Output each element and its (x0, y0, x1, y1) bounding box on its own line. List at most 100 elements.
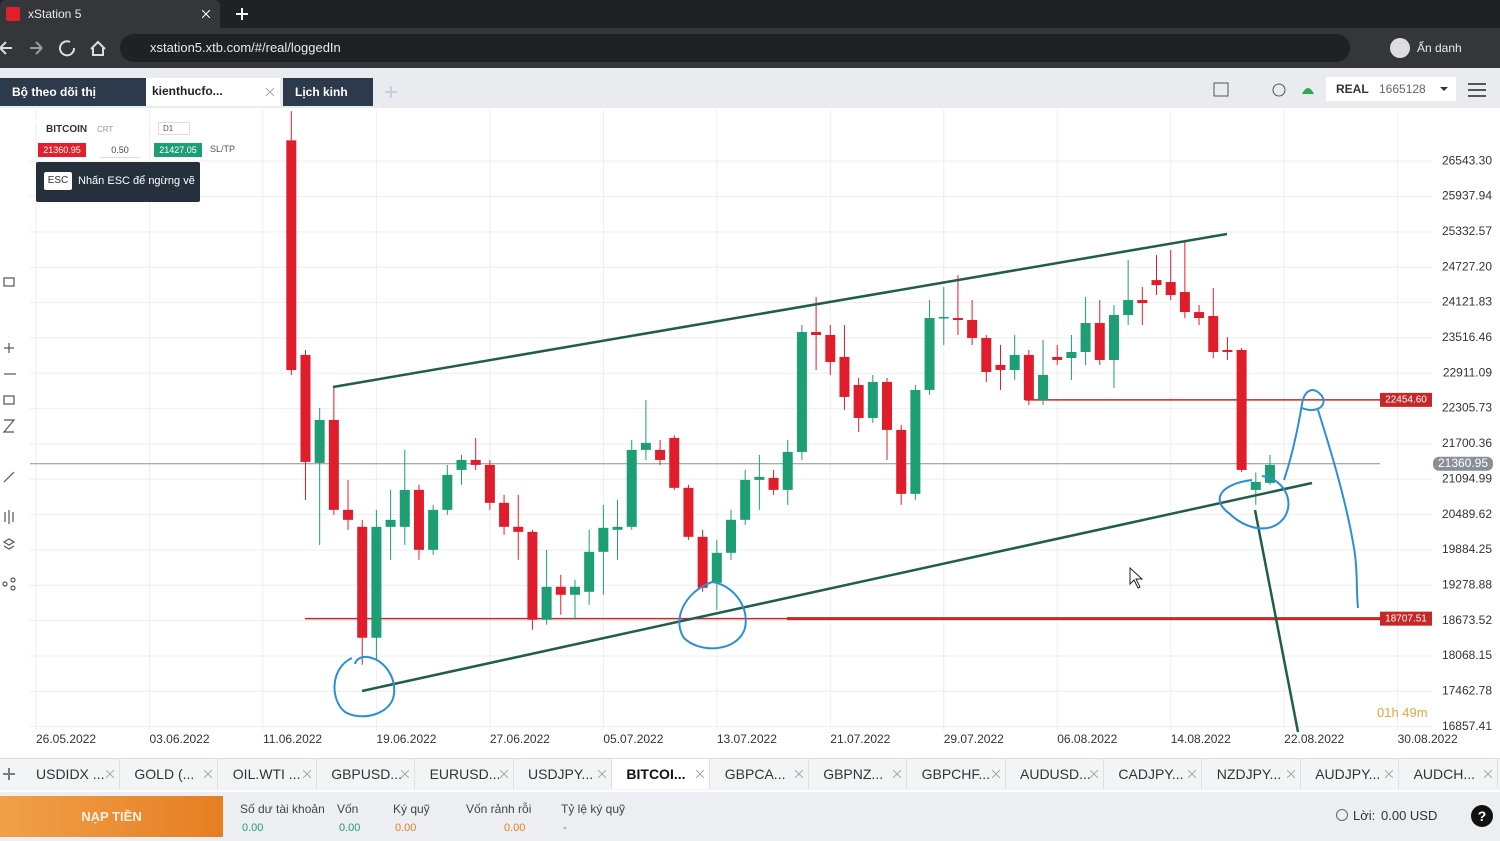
home[interactable] (90, 40, 106, 56)
close-tab[interactable] (204, 770, 213, 778)
x-tick-label: 05.07.2022 (603, 732, 663, 746)
close-tab[interactable] (1188, 770, 1197, 778)
tool-icon[interactable] (3, 471, 15, 483)
app-tab[interactable]: Lịch kinh tế (283, 78, 373, 127)
buy-price[interactable]: 21427.05 (154, 143, 202, 157)
nav-buttons[interactable] (0, 36, 110, 60)
symbol-tab[interactable]: GBPCA... (711, 759, 809, 789)
y-tick-label: 24121.83 (1442, 295, 1492, 309)
candle-timer: 01h 49m (1377, 705, 1428, 720)
symbol-tab[interactable]: NZDJPY... (1203, 759, 1301, 789)
account-mode: REAL (1336, 82, 1369, 96)
x-tick-label: 11.06.2022 (263, 732, 322, 746)
candle-body (598, 527, 609, 552)
drawing-toolbar[interactable] (2, 277, 16, 591)
tool-icon[interactable] (3, 395, 15, 405)
icon[interactable] (1213, 82, 1229, 97)
close-tab[interactable] (991, 770, 1000, 778)
tool-icon[interactable] (3, 277, 15, 287)
y-tick-label: 25332.57 (1442, 224, 1492, 238)
symbol-tab[interactable]: OIL.WTI ... (219, 759, 317, 789)
add-symbol[interactable] (1, 766, 17, 782)
profile-label[interactable]: Ẩn danh (1417, 41, 1462, 55)
timeframe[interactable]: D1 (158, 122, 190, 135)
close-tab[interactable] (302, 770, 311, 778)
forward[interactable] (30, 41, 43, 55)
browser-tab[interactable]: xStation 5 (0, 0, 220, 28)
symbol-tab[interactable]: BITCOI... (612, 759, 711, 789)
volume[interactable]: 0.50 (100, 143, 140, 158)
symbol-tab[interactable]: EURUSD... (416, 759, 514, 789)
close-tab[interactable] (1090, 770, 1098, 778)
close-tab[interactable] (106, 770, 114, 778)
tool-icon[interactable] (10, 585, 16, 591)
candle-body (399, 489, 410, 527)
field-value: 0.00 (339, 822, 361, 834)
symbol-tab[interactable]: USDIDX ... (22, 759, 120, 789)
close-tab[interactable] (1385, 770, 1394, 778)
trend-line-upper (332, 232, 1228, 389)
sl-tp[interactable]: SL/TP (210, 144, 236, 154)
candle-body (796, 332, 807, 452)
account-selector[interactable]: REAL 1665128 (1326, 77, 1456, 101)
candle-body (640, 442, 651, 450)
candle-body (910, 389, 921, 494)
close-tab[interactable] (1286, 770, 1295, 778)
new-tab[interactable] (234, 6, 250, 22)
symbol-tab[interactable]: GBPCHF... (908, 759, 1006, 789)
close-tab[interactable] (401, 770, 410, 778)
tool-icon[interactable] (10, 577, 16, 583)
candle-body (371, 526, 382, 638)
symbol-tab[interactable]: AUDCH... (1400, 759, 1498, 789)
field-value: 0.00 (504, 822, 526, 834)
tool-icon[interactable] (2, 419, 16, 433)
omnibox[interactable]: xstation5.xtb.com/#/real/loggedIn (120, 34, 1350, 62)
tool-icon[interactable] (2, 581, 8, 587)
symbol-tab[interactable]: GBPNZ... (809, 759, 908, 789)
reload[interactable] (59, 40, 76, 57)
candle-body (711, 552, 722, 583)
symbol-tab[interactable]: CADJPY... (1104, 759, 1203, 789)
sell-price[interactable]: 21360.95 (38, 143, 86, 157)
symbol-tab[interactable]: AUDJPY... (1301, 759, 1400, 789)
app-tab[interactable]: Bộ theo dõi thị trường (0, 78, 146, 127)
tool-icon[interactable] (2, 538, 16, 550)
back[interactable] (0, 41, 12, 55)
candle-body (513, 526, 524, 532)
url: xstation5.xtb.com/#/real/loggedIn (150, 40, 341, 55)
add-tab[interactable] (375, 78, 407, 106)
symbol-tab[interactable]: AUDUSD... (1006, 759, 1104, 789)
account-footer (0, 792, 1500, 841)
icon[interactable] (1302, 88, 1314, 94)
close-tab[interactable] (794, 770, 803, 778)
deposit-button[interactable]: NẠP TIỀN (0, 796, 223, 837)
help-button[interactable]: ? (1471, 805, 1493, 827)
symbol-tab[interactable]: GOLD (... (120, 759, 219, 789)
menu[interactable] (1468, 83, 1486, 97)
x-tick-label: 27.06.2022 (490, 732, 550, 746)
close-tab[interactable] (598, 770, 606, 778)
profile-avatar[interactable] (1390, 38, 1410, 58)
close-tab[interactable] (696, 770, 705, 778)
x-tick-label: 14.08.2022 (1171, 732, 1231, 746)
tool-icon[interactable] (4, 510, 14, 524)
app-tab[interactable]: kienthucfo... (146, 78, 280, 106)
x-tick-label: 06.08.2022 (1057, 732, 1117, 746)
close-tab[interactable] (202, 10, 210, 18)
toolbar-icons[interactable] (1210, 80, 1500, 100)
candle-body (1264, 464, 1275, 483)
close-tab[interactable] (499, 770, 508, 778)
candle-body (726, 519, 736, 553)
close-tab[interactable] (1483, 770, 1492, 778)
y-tick-label: 19278.88 (1442, 577, 1492, 591)
symbol-tab[interactable]: GBPUSD... (317, 759, 416, 789)
close-tab[interactable] (893, 770, 902, 778)
candle-body (782, 451, 793, 490)
icon[interactable] (1272, 83, 1286, 97)
candle-body (669, 437, 680, 488)
symbol-tab[interactable]: USDJPY... (514, 759, 612, 789)
hand-stroke (1283, 389, 1359, 609)
close-tab[interactable] (266, 88, 274, 96)
field-label: Tỷ lệ ký quỹ (561, 802, 626, 816)
